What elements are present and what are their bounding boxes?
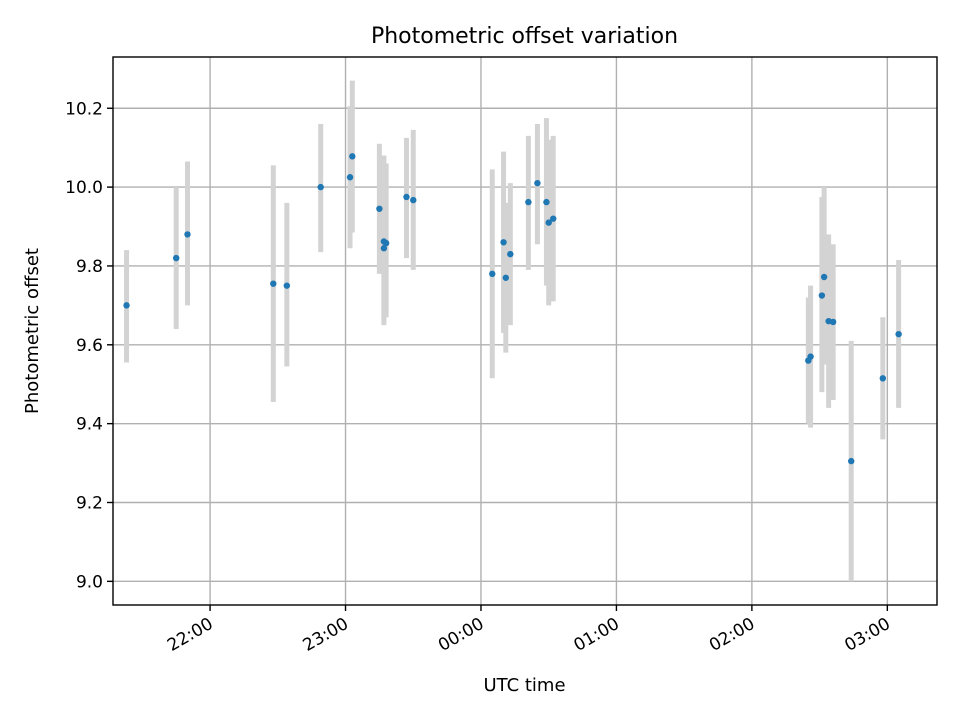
y-axis-ticks: 9.0 9.2 9.4 9.6 9.8 10.0 10.2 [65,99,113,592]
data-point [534,179,541,187]
data-point [525,198,532,206]
data-point [502,274,510,281]
data-point [489,270,496,278]
data-point [550,215,557,222]
chart-title: Photometric offset variation [371,24,678,49]
data-point [349,153,356,160]
y-tick-label: 9.4 [76,415,103,435]
data-point [270,280,277,287]
x-axis-label: UTC time [483,675,565,696]
y-axis-label: Photometric offset [22,248,43,414]
data-point [346,174,354,181]
data-point [376,205,383,212]
data-point [500,239,507,246]
y-tick-label: 9.0 [76,572,103,592]
data-point [382,239,390,247]
y-tick-label: 9.2 [76,493,103,513]
y-tick-label: 10.0 [65,178,103,198]
data-point [818,292,826,299]
data-point [317,183,324,191]
data-point [403,193,410,201]
x-tick-label: 03:00 [841,614,893,656]
x-tick-label: 00:00 [435,614,487,656]
data-point [829,318,837,326]
data-point [507,250,514,258]
data-point [380,245,388,252]
data-point [173,254,180,262]
data-point [283,282,291,289]
data-point [123,302,130,309]
x-tick-label: 22:00 [164,614,216,656]
x-tick-label: 23:00 [300,614,352,656]
data-point [848,457,855,465]
plot-frame [112,56,938,606]
data-point [410,196,417,204]
error-bars [124,80,902,582]
data-point [543,198,550,206]
grid [113,57,937,605]
x-tick-label: 02:00 [706,614,758,656]
x-tick-label: 01:00 [570,614,622,656]
data-point [895,330,902,338]
y-tick-label: 10.2 [65,99,103,119]
data-point [879,375,887,382]
data-point [807,353,814,360]
data-point [820,273,828,281]
y-tick-label: 9.8 [76,257,103,277]
x-axis-ticks: 22:00 23:00 00:00 01:00 02:00 03:00 [164,605,894,656]
y-tick-label: 9.6 [76,336,103,356]
data-point [184,231,191,238]
data-point [545,219,552,226]
data-points [123,153,902,465]
